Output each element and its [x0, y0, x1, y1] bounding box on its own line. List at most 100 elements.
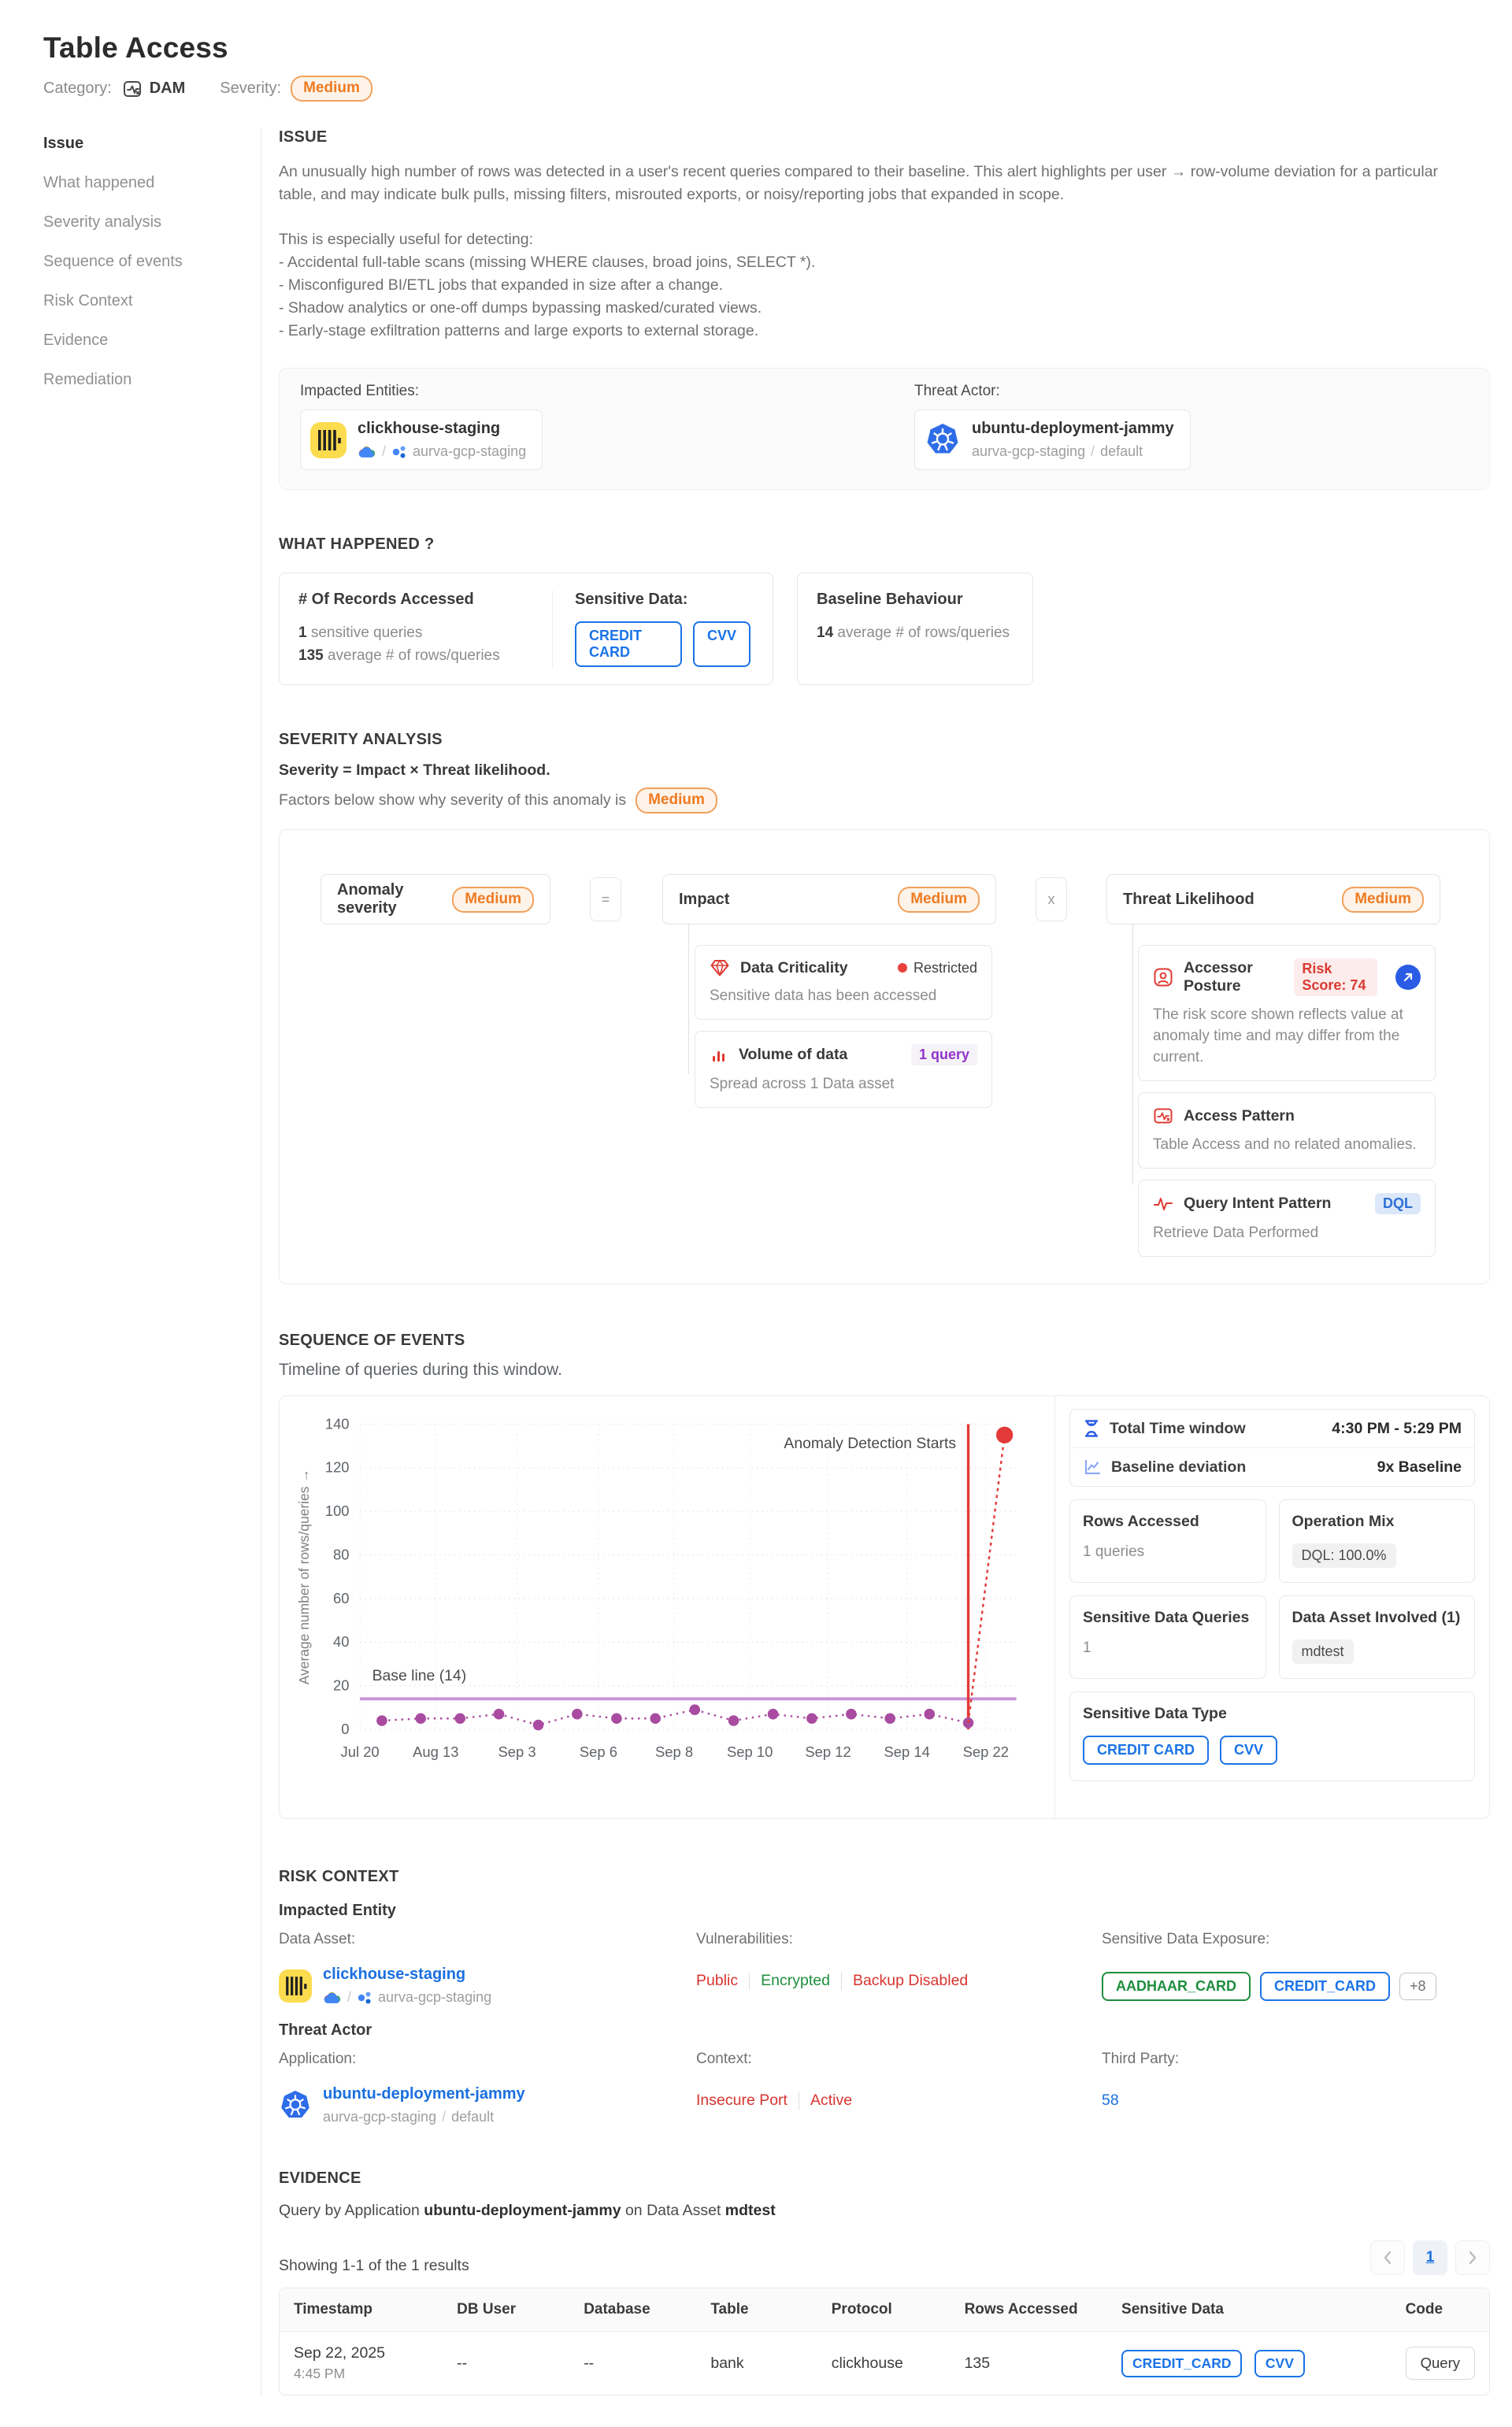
exposure-chip-more[interactable]: +8: [1399, 1973, 1436, 2000]
next-page-button[interactable]: [1455, 2240, 1490, 2275]
severity-analysis-heading: SEVERITY ANALYSIS: [279, 731, 443, 748]
table-cell: bank: [710, 2354, 744, 2372]
severity-label: Severity:: [220, 80, 282, 97]
sensitive-data-queries-card: Sensitive Data Queries 1: [1069, 1595, 1266, 1679]
svg-text:Sep 12: Sep 12: [805, 1743, 850, 1760]
svg-text:120: 120: [325, 1459, 350, 1476]
timeline-chart: 0 20 40 60 80 100 120 140 Jul 20 Aug 13 Sep 3 Sep 6…: [280, 1396, 1054, 1818]
timeline-summary-panel: Total Time window 4:30 PM - 5:29 PM Base…: [1054, 1396, 1489, 1818]
column-header: Rows Accessed: [950, 2288, 1108, 2332]
avg-rows-count: 135 average # of rows/queries: [298, 647, 500, 664]
column-header: Database: [569, 2288, 697, 2332]
svg-text:140: 140: [325, 1415, 350, 1432]
slash-divider: /: [1091, 443, 1095, 459]
svg-text:Sep 3: Sep 3: [498, 1743, 536, 1760]
svg-text:Sep 22: Sep 22: [963, 1743, 1009, 1760]
category-label: Category:: [43, 80, 112, 97]
rows-accessed-cell: 135: [964, 2354, 991, 2372]
threat-connector-line: [1132, 924, 1133, 1184]
threat-actor-name: ubuntu-deployment-jammy: [972, 420, 1174, 437]
nav-item-remediation[interactable]: Remediation: [43, 371, 132, 388]
evidence-query-app: ubuntu-deployment-jammy: [424, 2202, 621, 2219]
evidence-table-header: Timestamp DB User Database Table Protoco…: [280, 2288, 1489, 2332]
evidence-query-asset: mdtest: [724, 2202, 776, 2219]
sensitive-data-chip: CVV: [1220, 1736, 1278, 1765]
pulse-icon: [1153, 1195, 1173, 1214]
data-asset-link[interactable]: clickhouse-staging: [323, 1966, 466, 1983]
gem-icon: [710, 958, 730, 977]
threat-actor-card[interactable]: ubuntu-deployment-jammy aurva-gcp-stagin…: [914, 409, 1191, 470]
open-accessor-link-icon[interactable]: [1395, 965, 1421, 990]
accessor-posture-card: Accessor Posture Risk Score: 74 The risk…: [1138, 945, 1436, 1081]
workload-dots-icon: [391, 444, 407, 460]
nav-item-risk-context[interactable]: Risk Context: [43, 292, 133, 309]
query-code-button[interactable]: Query: [1405, 2347, 1475, 2380]
time-window-label: Total Time window: [1110, 1419, 1246, 1437]
nav-item-evidence[interactable]: Evidence: [43, 332, 109, 349]
dam-category-icon: [123, 79, 143, 99]
application-label: Application:: [279, 2051, 357, 2067]
issue-bullet: - Misconfigured BI/ETL jobs that expande…: [279, 276, 724, 294]
previous-page-button[interactable]: [1370, 2240, 1405, 2275]
restricted-dot-icon: [897, 963, 907, 973]
sensitive-data-chip: CREDIT CARD: [575, 621, 682, 667]
column-header: Sensitive Data: [1107, 2288, 1392, 2332]
trend-chart-icon: [1083, 1458, 1102, 1477]
data-asset-involved-card: Data Asset Involved (1) mdtest: [1278, 1595, 1475, 1679]
impacted-entity-subheading: Impacted Entity: [279, 1902, 396, 1919]
kubernetes-icon: [279, 2089, 312, 2122]
query-count-badge: 1 query: [910, 1044, 977, 1065]
svg-text:60: 60: [333, 1590, 349, 1606]
issue-section: ISSUE An unusually high number of rows w…: [279, 128, 1490, 490]
nav-item-issue[interactable]: Issue: [43, 135, 84, 152]
application-link[interactable]: ubuntu-deployment-jammy: [323, 2085, 525, 2103]
risk-context-heading: RISK CONTEXT: [279, 1868, 399, 1885]
sequence-heading: SEQUENCE OF EVENTS: [279, 1332, 465, 1349]
severity-formula: Severity = Impact × Threat likelihood.: [279, 761, 550, 779]
page-title: Table Access: [43, 31, 228, 64]
severity-badge: Medium: [291, 76, 372, 102]
threat-actor-namespace: default: [1100, 443, 1143, 459]
severity-badge: Medium: [1342, 886, 1424, 913]
code-cell: Query: [1392, 2332, 1489, 2395]
slash-divider: /: [382, 443, 387, 459]
severity-badge: Medium: [636, 787, 717, 813]
column-header: Code: [1391, 2288, 1489, 2332]
issue-bullet: - Early-stage exfiltration patterns and …: [279, 322, 759, 339]
db-user-cell: --: [457, 2354, 468, 2372]
baseline-deviation-value: 9x Baseline: [1377, 1458, 1462, 1476]
threat-likelihood-box: Threat Likelihood Medium: [1106, 874, 1440, 924]
evidence-section: EVIDENCE Query by Application ubuntu-dep…: [279, 2169, 1490, 2396]
third-party-count-link[interactable]: 58: [1102, 2092, 1119, 2109]
column-header: Protocol: [817, 2288, 951, 2332]
operation-mix-chip: DQL: 100.0%: [1292, 1543, 1396, 1568]
sensitive-data-chip: CREDIT CARD: [1083, 1736, 1209, 1765]
issue-useful-intro: This is especially useful for detecting:: [279, 231, 533, 248]
clickhouse-icon: [279, 1969, 312, 2003]
gcp-cloud-icon: [323, 1991, 342, 2004]
vulnerability-backup-disabled: Backup Disabled: [852, 1972, 969, 1989]
svg-text:Anomaly Detection Starts: Anomaly Detection Starts: [784, 1435, 956, 1452]
issue-heading: ISSUE: [279, 128, 328, 146]
threat-actor-subheading: Threat Actor: [279, 2021, 372, 2039]
page-number-button[interactable]: 1: [1413, 2240, 1447, 2275]
context-label: Context:: [696, 2051, 752, 2067]
vulnerabilities-label: Vulnerabilities:: [696, 1931, 793, 1947]
impacted-entity-card[interactable]: clickhouse-staging / aurva-gc: [300, 409, 543, 470]
application-env: aurva-gcp-staging: [323, 2109, 437, 2125]
database-cell: --: [584, 2354, 595, 2372]
severity-analysis-section: SEVERITY ANALYSIS Severity = Impact × Th…: [279, 731, 1490, 1284]
slash-divider: /: [347, 1989, 352, 2005]
third-party-label: Third Party:: [1102, 2051, 1180, 2067]
nav-item-severity-analysis[interactable]: Severity analysis: [43, 213, 162, 231]
page-meta: Category: DAM Severity: Medium: [43, 76, 1490, 102]
impact-connector-line: [688, 924, 689, 1074]
impacted-entities-label: Impacted Entities:: [300, 383, 420, 399]
records-accessed-title: # Of Records Accessed: [298, 591, 474, 608]
nav-item-sequence-of-events[interactable]: Sequence of events: [43, 253, 183, 270]
protocol-cell: clickhouse: [831, 2354, 903, 2372]
nav-item-what-happened[interactable]: What happened: [43, 174, 155, 191]
gcp-cloud-icon: [358, 445, 376, 458]
time-window-card: Total Time window 4:30 PM - 5:29 PM Base…: [1069, 1409, 1475, 1487]
what-happened-heading: WHAT HAPPENED ?: [279, 535, 435, 553]
